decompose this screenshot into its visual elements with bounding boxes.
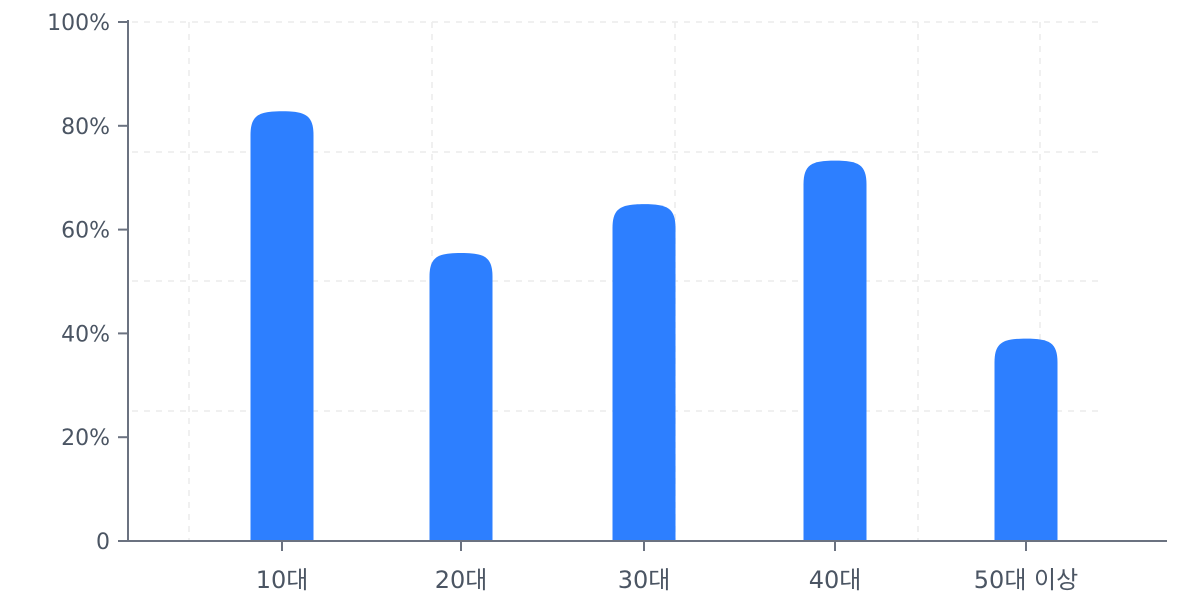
y-tick-label: 20% <box>61 426 110 451</box>
x-tick-label: 30대 <box>618 566 671 594</box>
bar-1 <box>250 111 314 541</box>
x-tick-label: 40대 <box>809 566 862 594</box>
y-tick-label: 100% <box>47 11 110 36</box>
x-tick-label: 50대 이상 <box>974 566 1078 594</box>
y-axis-ticks: 0 20% 40% 60% 80% 100% <box>47 11 128 555</box>
bar-2 <box>429 252 493 541</box>
axes <box>127 20 1167 542</box>
bar-4 <box>803 160 867 541</box>
bar-3 <box>612 204 676 541</box>
y-tick-label: 60% <box>61 219 110 244</box>
x-axis-ticks: 10대 20대 30대 40대 50대 이상 <box>256 541 1078 594</box>
y-tick-label: 80% <box>61 115 110 140</box>
x-tick-label: 20대 <box>435 566 488 594</box>
y-tick-label: 40% <box>61 322 110 347</box>
bar-5 <box>994 338 1058 541</box>
x-tick-label: 10대 <box>256 566 309 594</box>
y-tick-label: 0 <box>96 530 110 555</box>
bars <box>250 111 1058 541</box>
